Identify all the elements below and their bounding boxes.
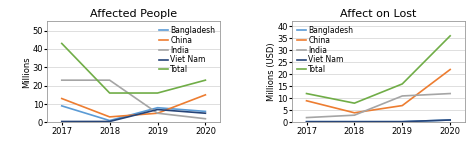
China	[304, 100, 310, 102]
China	[59, 98, 64, 99]
China	[447, 69, 453, 70]
Line: India: India	[307, 93, 450, 118]
Bangladesh	[107, 120, 112, 121]
Total	[202, 79, 208, 81]
China	[202, 94, 208, 96]
China	[352, 112, 357, 114]
Line: Viet Nam: Viet Nam	[62, 110, 205, 121]
Total	[59, 43, 64, 44]
Viet Nam	[202, 112, 208, 114]
Bangladesh	[352, 121, 357, 123]
Total	[352, 102, 357, 104]
Viet Nam	[59, 121, 64, 122]
Total	[447, 35, 453, 37]
India	[155, 112, 160, 114]
Line: China: China	[307, 69, 450, 113]
Y-axis label: Millions: Millions	[22, 56, 31, 88]
Bangladesh	[202, 110, 208, 112]
Total	[107, 92, 112, 94]
Total	[304, 93, 310, 94]
Bangladesh	[447, 119, 453, 121]
China	[107, 116, 112, 118]
India	[107, 79, 112, 81]
Line: Viet Nam: Viet Nam	[307, 120, 450, 122]
Viet Nam	[447, 119, 453, 121]
Viet Nam	[107, 121, 112, 122]
Total	[400, 83, 405, 85]
Title: Affected People: Affected People	[90, 9, 177, 19]
China	[155, 112, 160, 114]
Bangladesh	[400, 121, 405, 123]
China	[400, 105, 405, 106]
Line: China: China	[62, 95, 205, 117]
Line: Bangladesh: Bangladesh	[307, 120, 450, 122]
Viet Nam	[400, 121, 405, 123]
Legend: Bangladesh, China, India, Viet Nam, Total: Bangladesh, China, India, Viet Nam, Tota…	[158, 25, 216, 75]
India	[304, 117, 310, 119]
Total	[155, 92, 160, 94]
Bangladesh	[155, 107, 160, 109]
Viet Nam	[155, 109, 160, 110]
Bangladesh	[59, 105, 64, 107]
Line: Total: Total	[62, 43, 205, 93]
Legend: Bangladesh, China, India, Viet Nam, Total: Bangladesh, China, India, Viet Nam, Tota…	[296, 25, 354, 75]
Viet Nam	[304, 121, 310, 123]
Line: India: India	[62, 80, 205, 119]
Line: Bangladesh: Bangladesh	[62, 106, 205, 121]
India	[202, 118, 208, 120]
Bangladesh	[304, 121, 310, 123]
India	[400, 95, 405, 97]
Viet Nam	[352, 121, 357, 123]
India	[352, 114, 357, 116]
Line: Total: Total	[307, 36, 450, 103]
India	[447, 93, 453, 94]
Title: Affect on Lost: Affect on Lost	[340, 9, 417, 19]
India	[59, 79, 64, 81]
Y-axis label: Millions (USD): Millions (USD)	[267, 43, 276, 101]
